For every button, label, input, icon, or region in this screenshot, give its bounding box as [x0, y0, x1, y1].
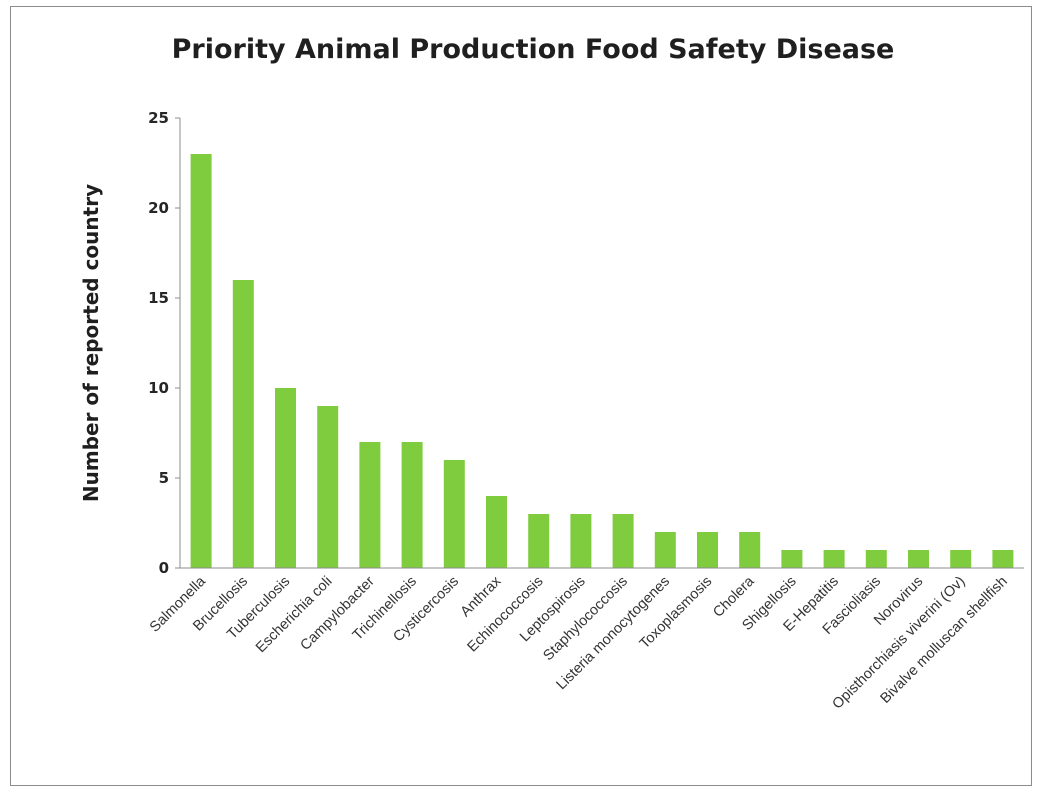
bar — [865, 550, 887, 568]
y-tick-label: 10 — [148, 379, 169, 397]
y-tick-label: 15 — [148, 289, 169, 307]
x-axis-tick-labels: SalmonellaBrucellosisTuberculosisEscheri… — [147, 573, 1011, 713]
y-tick-label: 20 — [148, 199, 169, 217]
bar — [528, 514, 550, 568]
bar — [570, 514, 592, 568]
bar — [190, 154, 212, 568]
bar — [486, 496, 507, 568]
bar — [317, 406, 339, 568]
x-tick-label: Echinococcosis — [465, 574, 547, 656]
bar — [697, 532, 718, 568]
bar — [992, 550, 1014, 568]
bar — [275, 388, 296, 568]
y-axis-label: Number of reported country — [79, 184, 103, 502]
bar — [654, 532, 676, 568]
bar — [359, 442, 381, 568]
x-tick-label: Campylobacter — [297, 573, 377, 653]
x-tick-label: Toxoplasmosis — [637, 574, 716, 653]
bar — [823, 550, 845, 568]
bar — [739, 532, 761, 568]
bar — [232, 280, 254, 568]
chart-title: Priority Animal Production Food Safety D… — [172, 34, 895, 65]
y-tick-label: 25 — [148, 109, 169, 127]
bar-series — [190, 154, 1014, 568]
bar — [443, 460, 465, 568]
x-tick-label: Escherichia coli — [253, 574, 336, 657]
bar — [950, 550, 972, 568]
y-tick-label: 5 — [159, 469, 169, 487]
y-axis-ticks: 0 5 10 15 20 25 — [148, 109, 180, 577]
bar — [612, 514, 634, 568]
bar — [401, 442, 423, 568]
y-tick-label: 0 — [159, 559, 169, 577]
bar — [781, 550, 803, 568]
bar — [908, 550, 929, 568]
